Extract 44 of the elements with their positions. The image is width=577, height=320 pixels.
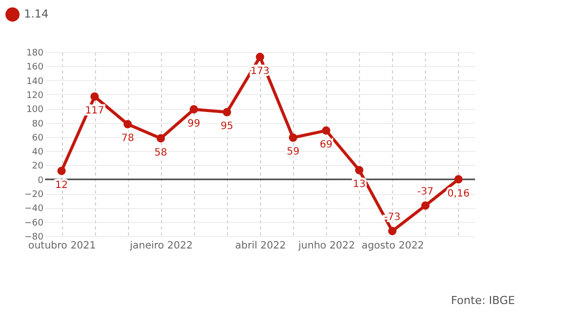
y-tick-label: 180	[26, 48, 44, 58]
y-tick-label: 120	[26, 90, 44, 101]
data-label: 95	[220, 121, 234, 132]
data-label: 99	[187, 118, 200, 130]
data-label: 58	[154, 147, 168, 158]
data-label: 69	[320, 140, 333, 151]
data-label: 59	[286, 146, 300, 158]
y-tick-label: −80	[24, 232, 44, 242]
y-tick-label: 40	[32, 148, 44, 158]
x-tick-label: janeiro 2022	[128, 240, 193, 252]
point	[421, 201, 430, 210]
data-label: 78	[121, 133, 134, 144]
y-tick-label: 160	[26, 62, 44, 73]
point	[388, 226, 396, 236]
y-tick-label: 140	[26, 76, 44, 87]
y-tick-label: −40	[24, 204, 44, 214]
y-tick-label: 60	[32, 133, 44, 144]
y-tick-label: −20	[24, 190, 44, 200]
data-label: 13	[352, 179, 366, 190]
point	[57, 166, 66, 176]
point	[454, 175, 463, 184]
point	[90, 92, 99, 101]
point	[222, 108, 232, 116]
x-tick-label: agosto 2022	[362, 240, 424, 252]
data-label: 12	[55, 180, 68, 191]
data-label: -37	[417, 186, 434, 198]
y-tick-label: −60	[24, 218, 44, 228]
legend-label: 1.14	[24, 8, 48, 20]
point	[256, 52, 264, 62]
point	[288, 133, 298, 142]
point	[124, 120, 132, 128]
x-tick-label: abril 2022	[235, 240, 286, 252]
y-tick-label: 80	[32, 119, 44, 130]
point	[156, 134, 165, 143]
point	[190, 105, 198, 114]
point	[355, 166, 364, 174]
source-note: Fonte: IBGE	[451, 294, 516, 307]
data-label: 0,16	[447, 188, 470, 200]
x-tick-label: outubro 2021	[28, 240, 96, 252]
y-tick-label: 20	[32, 162, 44, 172]
y-tick-label: 0	[38, 176, 44, 186]
y-tick-label: 100	[26, 105, 44, 116]
x-tick-label: junho 2022	[297, 240, 355, 252]
point	[322, 126, 330, 135]
